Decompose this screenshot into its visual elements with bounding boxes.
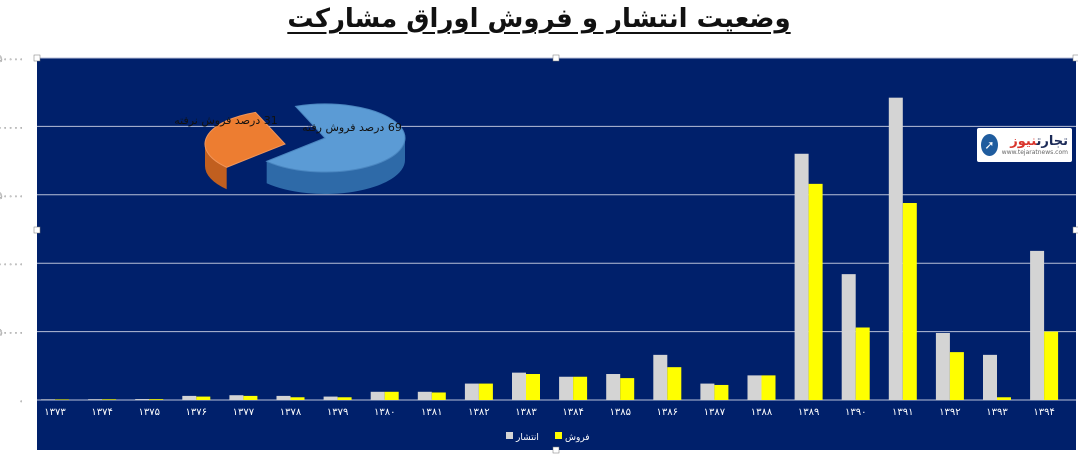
pie-slice-unsold (204, 111, 286, 168)
bar-sold (384, 391, 399, 400)
bar-publish (653, 354, 668, 400)
selection-handle (33, 54, 41, 62)
bar-sold (478, 383, 493, 400)
bar-publish (888, 97, 903, 400)
bar-publish (606, 374, 621, 400)
pie-label-unsold: 31 درصد فروش نرفته (174, 114, 278, 127)
logo-url: www.tejaratnews.com (1001, 148, 1068, 156)
bar-publish (323, 396, 338, 400)
y-tick-label: ۲۰۰۰۰۰ (0, 122, 24, 133)
bar-sold (620, 378, 635, 400)
selection-handle (33, 226, 41, 234)
x-tick-label: ۱۳۸۷ (704, 407, 726, 418)
legend-swatch-publish (506, 432, 513, 439)
x-tick-label: ۱۳۹۳ (986, 407, 1008, 418)
bar-sold (102, 399, 117, 400)
chart-title-text: وضعیت انتشار و فروش اوراق مشارکت (287, 4, 791, 34)
pie-slice-sold (265, 103, 406, 173)
y-tick-label: ۱۵۰۰۰۰ (0, 191, 24, 202)
bar-publish (794, 153, 809, 400)
bar-sold (337, 397, 352, 400)
selection-handle (552, 446, 560, 454)
logo-name-part1: تجارت (1036, 133, 1069, 149)
x-tick-label: ۱۳۹۱ (892, 407, 913, 418)
x-tick-label: ۱۳۷۷ (233, 407, 255, 418)
bar-publish (88, 399, 103, 400)
tejarat-news-logo: ➚ تجارتنیوز www.tejaratnews.com (977, 128, 1072, 162)
x-tick-label: ۱۳۸۱ (421, 407, 442, 418)
bar-sold (196, 396, 211, 400)
y-tick-label: ۰ (19, 396, 24, 407)
bar-sold (149, 399, 164, 400)
bar-sold (997, 397, 1011, 400)
x-tick-label: ۱۳۷۳ (44, 407, 66, 418)
bar-publish (135, 399, 150, 400)
selection-handle (1072, 54, 1078, 62)
bar-sold (1044, 331, 1059, 400)
bar-sold (667, 367, 682, 400)
pie-label-sold: 69 درصد فروش رفته (302, 121, 402, 134)
bar-publish (747, 375, 762, 400)
x-tick-label: ۱۳۹۴ (1033, 407, 1054, 418)
selection-handle (552, 54, 560, 62)
x-tick-label: ۱۳۸۶ (657, 407, 678, 418)
bar-publish (841, 274, 856, 400)
bar-sold (290, 397, 305, 400)
bar-publish (229, 395, 244, 400)
bar-sold (573, 376, 588, 400)
bar-publish (370, 391, 385, 400)
bar-sold (761, 375, 776, 400)
x-tick-label: ۱۳۷۶ (186, 407, 207, 418)
bar-sold (243, 395, 258, 400)
legend-label-sold: فروش (565, 433, 590, 443)
x-tick-label: ۱۳۹۲ (939, 407, 960, 418)
pie-slice-sold-side (266, 138, 405, 195)
bar-publish (559, 376, 574, 400)
y-tick-label: ۲۵۰۰۰۰ (0, 54, 24, 65)
y-tick-label: ۵۰۰۰۰ (0, 328, 24, 339)
logo-name-part2: نیوز (1010, 133, 1037, 149)
bar-publish (276, 395, 291, 400)
x-tick-label: ۱۳۹۰ (845, 407, 866, 418)
legend-swatch-sold (555, 432, 562, 439)
bar-publish (512, 372, 526, 400)
bar-sold (855, 327, 870, 400)
bar-sold (949, 352, 964, 400)
bar-publish (983, 354, 997, 400)
bar-sold (431, 392, 446, 400)
x-tick-label: ۱۳۸۴ (562, 407, 583, 418)
x-tick-label: ۱۳۷۴ (91, 407, 112, 418)
bar-publish (464, 383, 479, 400)
x-tick-label: ۱۳۸۸ (751, 407, 773, 418)
bar-publish (700, 383, 715, 400)
bar-publish (935, 332, 950, 400)
legend-label-publish: انتشار (515, 433, 539, 443)
x-tick-label: ۱۳۸۳ (515, 407, 537, 418)
selection-handle (1072, 226, 1078, 234)
bar-publish (41, 399, 55, 400)
logo-name: تجارتنیوز (1002, 135, 1068, 148)
bar-publish (417, 391, 432, 400)
x-tick-label: ۱۳۸۵ (609, 407, 630, 418)
bar-publish (1030, 250, 1045, 400)
bar-sold (526, 374, 540, 400)
bar-sold (55, 399, 69, 400)
x-tick-label: ۱۳۷۸ (280, 407, 302, 418)
bar-sold (902, 203, 917, 400)
bar-sold (714, 384, 729, 400)
bar-sold (808, 183, 823, 400)
logo-text: تجارتنیوز www.tejaratnews.com (1002, 135, 1068, 156)
x-tick-label: ۱۳۸۹ (798, 407, 819, 418)
x-tick-label: ۱۳۷۵ (138, 407, 159, 418)
y-tick-label: ۱۰۰۰۰۰ (0, 259, 24, 270)
x-tick-label: ۱۳۷۹ (327, 407, 348, 418)
pie-slice-unsold-side (205, 144, 227, 190)
x-tick-label: ۱۳۸۲ (468, 407, 489, 418)
logo-arrow-icon: ➚ (981, 134, 998, 156)
x-tick-label: ۱۳۸۰ (374, 407, 395, 418)
chart-title: وضعیت انتشار و فروش اوراق مشارکت (0, 4, 1078, 34)
bar-publish (182, 395, 197, 400)
